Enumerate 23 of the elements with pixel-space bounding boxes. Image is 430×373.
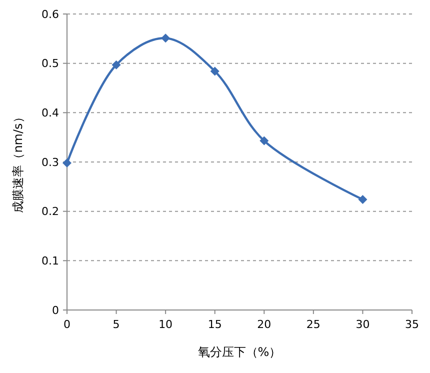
x-tick-label: 35	[405, 318, 419, 331]
y-tick-label: 0.1	[42, 254, 59, 268]
x-tick-label: 5	[112, 318, 120, 331]
point	[260, 136, 269, 146]
point	[161, 34, 170, 43]
x-tick-label: 15	[208, 318, 222, 331]
y-tick-label: 0	[52, 304, 59, 317]
y-tick-label: 0.2	[42, 205, 59, 218]
y-tick-label: 0.3	[42, 156, 59, 169]
y-tick-label: 0.6	[42, 8, 59, 21]
x-tick-label: 10	[158, 318, 173, 331]
x-tick-label: 0	[64, 318, 70, 331]
point	[358, 194, 368, 204]
y-tick-label: 0.5	[42, 57, 59, 70]
point	[62, 158, 72, 168]
y-axis-title: 成膜速率（nm/s）	[11, 111, 25, 213]
point	[112, 60, 121, 70]
x-axis-title: 氧分压下（%）	[198, 345, 282, 359]
x-tick-label: 30	[356, 318, 370, 331]
x-tick-label: 20	[257, 318, 272, 331]
y-tick-label: 0.4	[42, 106, 59, 120]
point	[210, 66, 220, 76]
x-tick-label: 25	[306, 318, 320, 331]
